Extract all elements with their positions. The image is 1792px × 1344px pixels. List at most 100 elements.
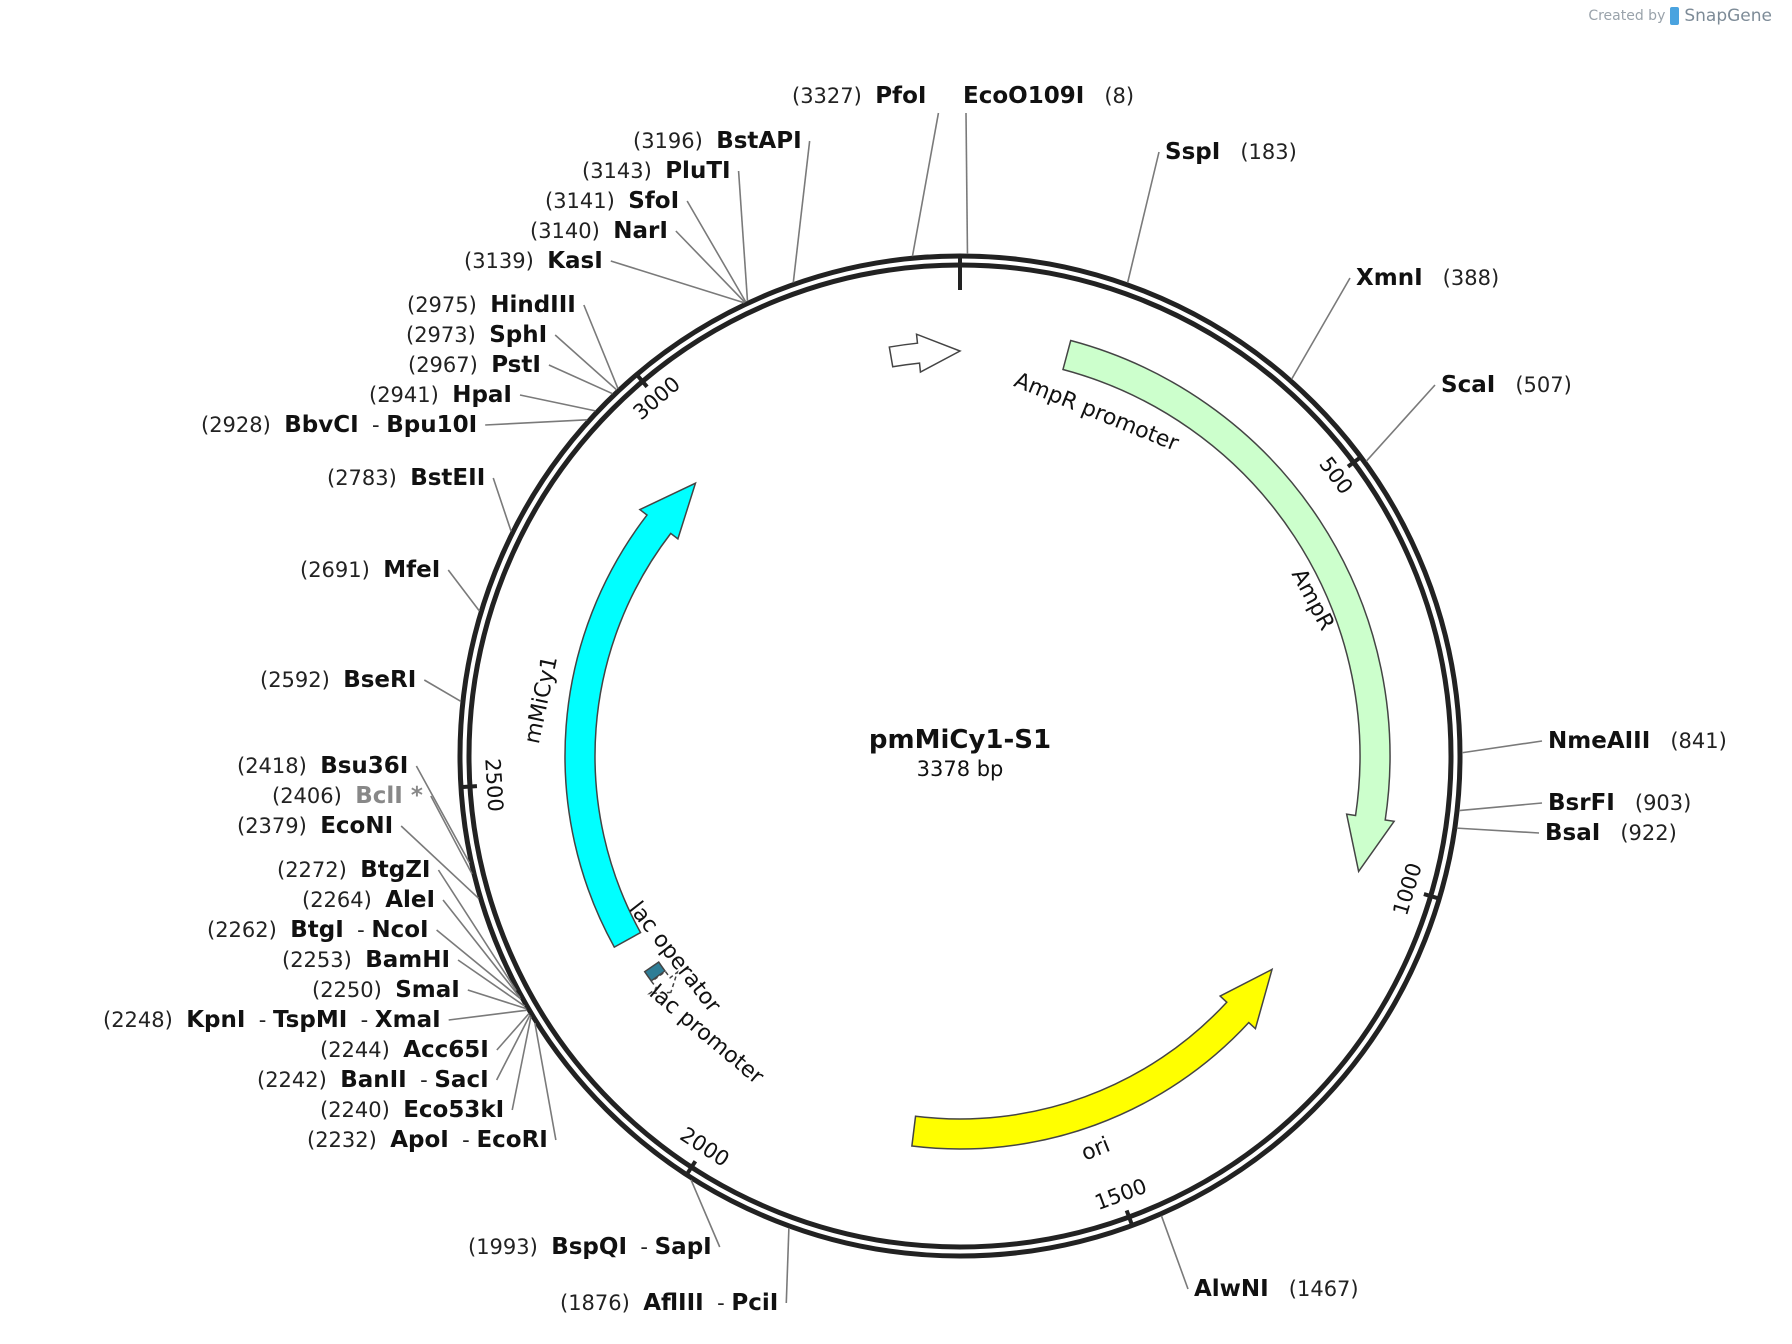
site-name: BanII — [340, 1067, 407, 1093]
site-name: Bpu10I — [386, 412, 477, 438]
snapgene-watermark: Created by SnapGene — [1588, 6, 1772, 26]
site-position: (2232) — [307, 1128, 377, 1152]
tick-label: 3000 — [629, 372, 685, 425]
site-position: (3143) — [582, 159, 652, 183]
site-spacer — [703, 129, 716, 153]
watermark-prefix: Created by — [1588, 8, 1666, 24]
site-spacer — [862, 84, 875, 108]
site-name: BtgZI — [360, 857, 430, 883]
site-position: (3141) — [545, 189, 615, 213]
feature-ori — [911, 967, 1274, 1150]
watermark-brand: SnapGene — [1684, 6, 1772, 26]
site-name: AleI — [385, 887, 435, 913]
site-name: Bsu36I — [320, 753, 408, 779]
site-name: SfoI — [628, 188, 679, 214]
site-label-text: (1876) AflIII - PciI — [560, 1290, 778, 1316]
tick-mark — [1124, 1209, 1134, 1225]
site-leader-line — [1461, 740, 1543, 754]
leader-lines — [400, 112, 1543, 1304]
site-spacer — [476, 323, 489, 347]
site-name: KpnI — [186, 1007, 245, 1033]
site-spacer — [1495, 373, 1515, 397]
site-position: (1876) — [560, 1291, 630, 1315]
site-spacer — [615, 189, 628, 213]
site-label-text: BsrFI (903) — [1548, 790, 1691, 816]
site-name: SacI — [434, 1067, 488, 1093]
site-name: NarI — [613, 218, 668, 244]
site-name: AlwNI — [1194, 1276, 1269, 1302]
site-position: (2941) — [369, 383, 439, 407]
feature-ampr — [1062, 339, 1396, 874]
tick-mark — [1346, 456, 1361, 469]
site-leader-line — [457, 959, 526, 1007]
site-label-text: (2691) MfeI — [300, 557, 440, 583]
restriction-site-alei: (2264) AleI — [302, 887, 435, 913]
restriction-site-pluti: (3143) PluTI — [582, 158, 731, 184]
site-name: TspMI — [273, 1007, 347, 1033]
restriction-site-psti: (2967) PstI — [408, 352, 541, 378]
site-spacer: - — [407, 1068, 435, 1092]
site-label-text: (3141) SfoI — [545, 188, 679, 214]
site-spacer — [477, 293, 490, 317]
site-leader-line — [690, 1179, 721, 1248]
site-label-text: (2250) SmaI — [312, 977, 460, 1003]
site-label-text: EcoO109I (8) — [963, 83, 1134, 109]
site-position: (2264) — [302, 888, 372, 912]
site-leader-line — [583, 304, 619, 389]
site-spacer — [1423, 266, 1443, 290]
site-spacer — [1600, 821, 1620, 845]
site-label-text: (3143) PluTI — [582, 158, 731, 184]
site-position: (2240) — [320, 1098, 390, 1122]
site-spacer — [372, 888, 385, 912]
site-position: (2967) — [408, 353, 478, 377]
site-leader-line — [430, 795, 473, 875]
site-name: BspQI — [551, 1234, 627, 1260]
site-name: XmnI — [1356, 265, 1423, 291]
site-label-text: (2418) Bsu36I — [237, 753, 408, 779]
site-leader-line — [519, 394, 596, 412]
restriction-site-bbvci-bpu10i: (2928) BbvCI - Bpu10I — [201, 412, 477, 438]
restriction-site-sfoi: (3141) SfoI — [545, 188, 679, 214]
site-label-text: XmnI (388) — [1356, 265, 1499, 291]
restriction-site-ecoo109i: EcoO109I (8) — [963, 83, 1134, 109]
site-position: (3139) — [464, 249, 534, 273]
site-name: PstI — [491, 352, 541, 378]
site-spacer — [1269, 1277, 1289, 1301]
site-label-text: (2262) BtgI - NcoI — [207, 917, 429, 943]
site-name: ScaI — [1441, 372, 1495, 398]
restriction-site-acc65i: (2244) Acc65I — [320, 1037, 489, 1063]
site-spacer — [1084, 84, 1104, 108]
site-spacer — [330, 668, 343, 692]
site-spacer — [277, 918, 290, 942]
restriction-site-apoi-ecori: (2232) ApoI - EcoRI — [307, 1127, 548, 1153]
site-name: EcoRI — [476, 1127, 547, 1153]
site-spacer — [342, 784, 355, 808]
site-leader-line — [467, 989, 527, 1010]
site-spacer — [1220, 140, 1240, 164]
site-leader-line — [442, 899, 521, 998]
site-spacer — [600, 219, 613, 243]
site-name: BstAPI — [716, 128, 801, 154]
site-leader-line — [1458, 802, 1543, 812]
restriction-site-bcli: (2406) BclI * — [272, 783, 423, 809]
site-spacer — [439, 383, 452, 407]
site-label-text: (2253) BamHI — [282, 947, 450, 973]
site-spacer: - — [704, 1291, 732, 1315]
site-spacer — [307, 754, 320, 778]
restriction-site-smai: (2250) SmaI — [312, 977, 460, 1003]
site-leader-line — [1365, 384, 1436, 462]
site-spacer — [377, 1128, 390, 1152]
site-position: (922) — [1620, 821, 1676, 845]
site-position: (2379) — [237, 814, 307, 838]
tick-mark — [686, 1160, 698, 1175]
restriction-site-hpai: (2941) HpaI — [369, 382, 512, 408]
site-leader-line — [423, 679, 462, 703]
site-position: (2975) — [407, 293, 477, 317]
restriction-site-nari: (3140) NarI — [530, 218, 668, 244]
site-spacer: - — [359, 413, 387, 437]
site-label-text: (2592) BseRI — [260, 667, 416, 693]
site-spacer: - — [347, 1008, 375, 1032]
site-label-text: (2232) ApoI - EcoRI — [307, 1127, 548, 1153]
tick-label: 1500 — [1092, 1174, 1150, 1215]
site-name: SphI — [489, 322, 547, 348]
